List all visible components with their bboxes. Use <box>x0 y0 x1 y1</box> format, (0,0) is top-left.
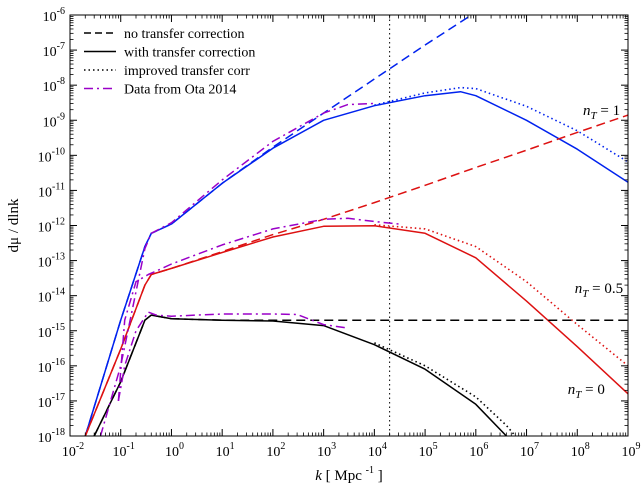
x-tick-label: 10-1 <box>113 441 135 460</box>
x-tick-label: 105 <box>419 441 438 460</box>
x-tick-label: 101 <box>216 441 235 460</box>
curve-annotation: nT = 0.5 <box>575 281 623 300</box>
x-tick-label: 103 <box>317 441 336 460</box>
y-tick-label: 10-10 <box>38 146 65 165</box>
plot-area <box>84 15 628 436</box>
series-line-nt-0-dotted <box>374 342 516 436</box>
y-axis-title: dμ / dlnk <box>6 198 22 252</box>
annotations: nT = 1 nT = 0.5 nT = 0 <box>568 103 623 401</box>
y-tick-label: 10-18 <box>38 427 65 446</box>
series-line-ota-dashdot <box>99 102 375 436</box>
series-line-ota-dashdot <box>117 311 348 402</box>
axis-ticks: 10-2 10-1 100 101 102 103 104 105 106 107 108 109 10… <box>38 6 641 460</box>
x-tick-label: 102 <box>266 441 285 460</box>
x-tick-label: 107 <box>520 441 539 460</box>
x-tick-label: 104 <box>368 441 387 460</box>
y-tick-label: 10-11 <box>38 181 65 200</box>
series-line-nt-1-solid <box>84 90 628 436</box>
x-tick-label: 108 <box>571 441 590 460</box>
x-axis-title: k [ Mpc -1 ] <box>315 465 383 484</box>
y-tick-label: 10-8 <box>43 76 65 95</box>
series-line-nt-0-5-dashed <box>84 114 628 436</box>
y-tick-label: 10-17 <box>38 392 65 411</box>
curve-annotation: nT = 1 <box>583 103 620 122</box>
y-tick-label: 10-7 <box>43 41 65 60</box>
series-line-nt-0-dashed <box>93 314 628 436</box>
x-tick-label: 100 <box>165 441 184 460</box>
curve-annotation: nT = 0 <box>568 382 605 401</box>
series-line-nt-0-solid <box>93 314 507 436</box>
y-tick-label: 10-15 <box>38 322 65 341</box>
legend-label: improved transfer corr <box>124 64 250 79</box>
y-tick-label: 10-13 <box>38 252 65 271</box>
x-tick-label: 10-2 <box>62 441 84 460</box>
y-tick-label: 10-6 <box>43 6 65 25</box>
series-line-ota-dashdot <box>117 217 399 401</box>
series-line-nt-0-5-solid <box>84 225 628 436</box>
legend-label: with transfer correction <box>124 46 255 61</box>
series-line-nt-0-5-dotted <box>374 224 628 367</box>
y-tick-label: 10-12 <box>38 217 65 236</box>
legend-label: no transfer correction <box>124 27 245 42</box>
legend: no transfer correction with transfer corr… <box>84 27 255 98</box>
y-tick-label: 10-9 <box>43 111 65 130</box>
x-tick-label: 106 <box>469 441 488 460</box>
y-tick-label: 10-14 <box>38 287 65 306</box>
axis-titles: k [ Mpc -1 ] dμ / dlnk <box>6 198 383 484</box>
x-tick-label: 109 <box>622 441 641 460</box>
legend-label: Data from Ota 2014 <box>124 83 236 98</box>
y-tick-label: 10-16 <box>38 357 65 376</box>
